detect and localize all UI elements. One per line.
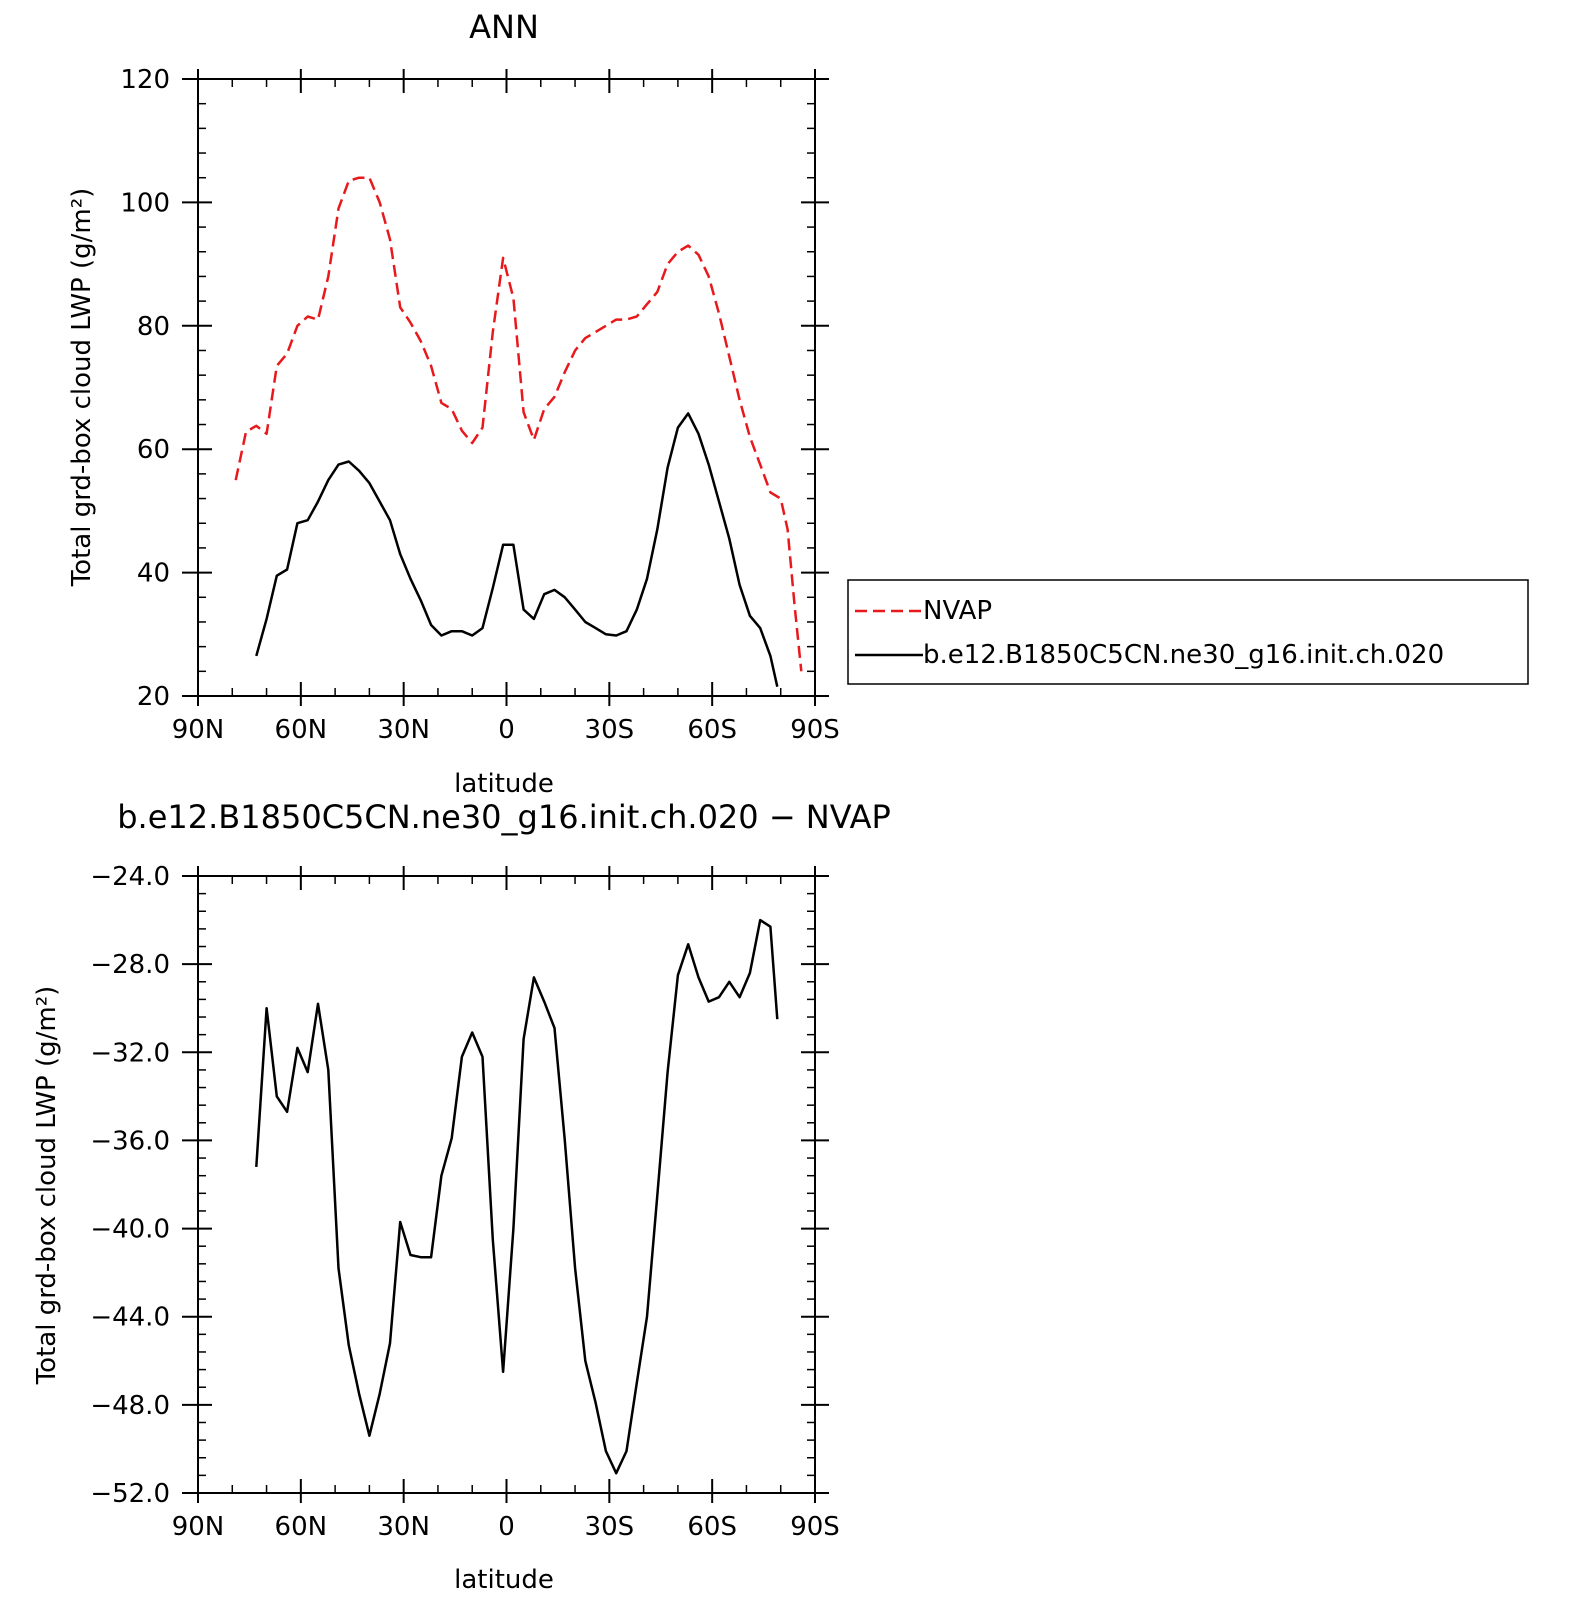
y-tick-label: 20 — [137, 682, 170, 712]
series-line-annual-model — [255, 412, 779, 687]
x-tick-label: 90S — [790, 1512, 840, 1542]
legend-label-model: b.e12.B1850C5CN.ne30_g16.init.ch.020 — [923, 640, 1444, 670]
y-tick-label: 80 — [137, 312, 170, 342]
panel-annual-lwp: ANN 90N 60N 30N 0 30S 60S 90S 20 40 60 80 100 120 la… — [67, 8, 1529, 799]
x-tick-label: 60S — [687, 1512, 737, 1542]
x-tick-label: 0 — [498, 1512, 515, 1542]
x-tick-label: 0 — [498, 715, 515, 745]
plot-frame-difference — [197, 875, 816, 1494]
x-tick-label: 30S — [585, 715, 635, 745]
x-tick-label: 60N — [275, 1512, 328, 1542]
y-tick-label: 120 — [120, 65, 170, 95]
plot-area-difference: 90N 60N 30N 0 30S 60S 90S −52.0 −48.0 −44.0 −40.0 −… — [90, 862, 839, 1542]
x-tick-label: 60S — [687, 715, 737, 745]
x-tick-label: 90S — [790, 715, 840, 745]
x-tick-label: 60N — [275, 715, 328, 745]
chart-title-annual: ANN — [469, 8, 539, 46]
x-tick-label: 30N — [377, 715, 430, 745]
y-tick-label: −52.0 — [90, 1479, 170, 1509]
x-axis-label-difference: latitude — [454, 1565, 554, 1595]
y-tick-label: −48.0 — [90, 1391, 170, 1421]
y-tick-label: −40.0 — [90, 1215, 170, 1245]
y-tick-label: −32.0 — [90, 1038, 170, 1068]
chart-title-difference: b.e12.B1850C5CN.ne30_g16.init.ch.020 − N… — [117, 798, 891, 836]
panel-difference: b.e12.B1850C5CN.ne30_g16.init.ch.020 − N… — [32, 798, 891, 1595]
y-axis-label-difference: Total grd-box cloud LWP (g/m²) — [32, 986, 62, 1386]
x-tick-label: 90N — [172, 715, 225, 745]
y-tick-label: 40 — [137, 559, 170, 589]
series-line-annual-nvap — [234, 176, 803, 672]
plot-area-annual: 90N 60N 30N 0 30S 60S 90S 20 40 60 80 100 120 — [120, 65, 839, 745]
y-tick-label: 100 — [120, 188, 170, 218]
legend-box — [847, 579, 1529, 685]
x-tick-label: 30S — [585, 1512, 635, 1542]
x-tick-label: 90N — [172, 1512, 225, 1542]
legend: NVAP b.e12.B1850C5CN.ne30_g16.init.ch.02… — [847, 579, 1529, 685]
y-tick-label: −36.0 — [90, 1126, 170, 1156]
y-axis-label-annual: Total grd-box cloud LWP (g/m²) — [67, 188, 97, 588]
y-tick-label: 60 — [137, 435, 170, 465]
legend-label-nvap: NVAP — [923, 596, 992, 626]
y-tick-label: −24.0 — [90, 862, 170, 892]
y-tick-label: −28.0 — [90, 950, 170, 980]
y-tick-label: −44.0 — [90, 1303, 170, 1333]
plot-frame-annual — [197, 78, 816, 697]
series-line-difference-model — [255, 918, 779, 1475]
x-tick-label: 30N — [377, 1512, 430, 1542]
x-axis-label-annual: latitude — [454, 769, 554, 799]
